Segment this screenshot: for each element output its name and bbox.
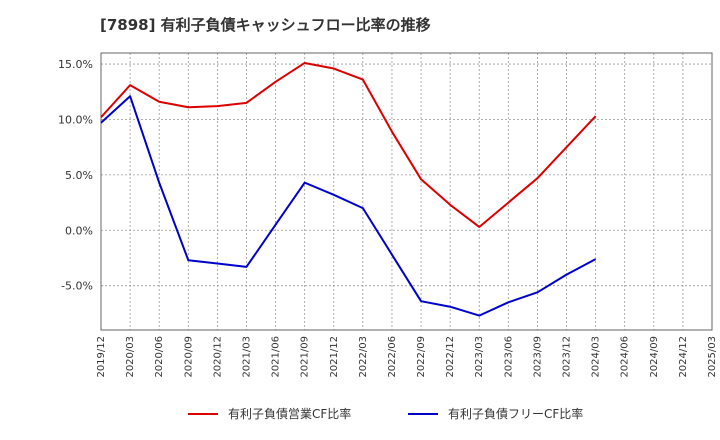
x-tick-label: 2021/12 <box>329 336 340 378</box>
grid-lines <box>100 53 713 330</box>
x-tick-label: 2021/09 <box>300 336 311 378</box>
x-tick-label: 2024/09 <box>649 336 660 378</box>
x-tick-label: 2023/03 <box>474 336 485 378</box>
y-tick-label: -5.0% <box>61 280 93 293</box>
x-tick-label: 2023/06 <box>503 336 514 378</box>
y-axis-ticks: 15.0% 10.0% 5.0% 0.0% -5.0% <box>58 58 93 293</box>
x-tick-label: 2019/12 <box>96 336 107 378</box>
x-tick-label: 2022/06 <box>387 336 398 378</box>
x-tick-label: 2020/09 <box>183 336 194 378</box>
x-tick-label: 2020/03 <box>125 336 136 378</box>
plot-frame <box>100 52 713 331</box>
x-tick-label: 2023/09 <box>532 336 543 378</box>
legend-label-1: 有利子負債営業CF比率 <box>228 406 351 421</box>
x-tick-label: 2025/03 <box>707 336 718 378</box>
x-tick-label: 2020/12 <box>212 336 223 378</box>
y-tick-label: 15.0% <box>58 58 93 71</box>
x-tick-label: 2024/06 <box>620 336 631 378</box>
y-tick-label: 10.0% <box>58 113 93 126</box>
series-line-2 <box>100 95 597 317</box>
x-axis-ticks: 2019/12 2020/03 2020/06 2020/09 2020/12 2021/… <box>96 336 718 378</box>
x-tick-label: 2024/03 <box>591 336 602 378</box>
x-tick-label: 2020/06 <box>154 336 165 378</box>
x-tick-label: 2022/12 <box>445 336 456 378</box>
y-tick-label: 5.0% <box>65 169 93 182</box>
x-tick-label: 2021/03 <box>241 336 252 378</box>
x-tick-label: 2021/06 <box>271 336 282 378</box>
x-tick-label: 2023/12 <box>562 336 573 378</box>
legend: 有利子負債営業CF比率 有利子負債フリーCF比率 <box>188 406 583 421</box>
x-tick-label: 2024/12 <box>678 336 689 378</box>
legend-label-2: 有利子負債フリーCF比率 <box>448 406 583 421</box>
series-line-1 <box>100 61 597 228</box>
chart-title: [7898] 有利子負債キャッシュフロー比率の推移 <box>100 16 431 34</box>
x-tick-label: 2022/09 <box>416 336 427 378</box>
x-tick-label: 2022/03 <box>358 336 369 378</box>
series-lines <box>100 61 597 317</box>
y-tick-label: 0.0% <box>65 224 93 237</box>
